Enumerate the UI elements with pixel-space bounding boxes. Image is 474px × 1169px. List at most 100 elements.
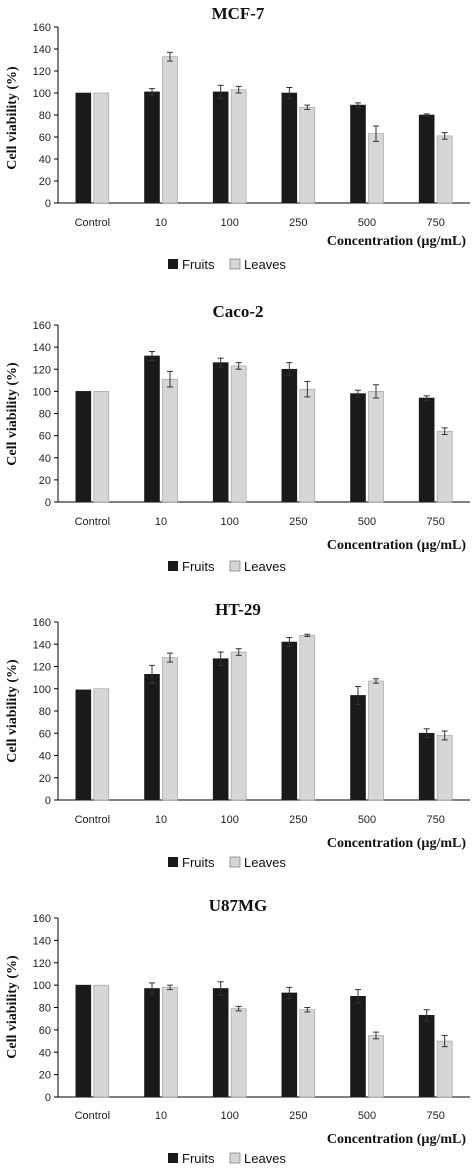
legend-label-leaves: Leaves: [244, 559, 286, 574]
bar-leaves: [93, 391, 110, 503]
y-tick-label: 80: [39, 409, 51, 421]
y-tick-label: 0: [45, 795, 51, 807]
y-tick-label: 160: [33, 320, 51, 332]
y-tick-label: 20: [39, 773, 51, 785]
bar-leaves: [368, 133, 384, 204]
bar-leaves: [436, 430, 453, 503]
x-tick-label: 250: [289, 516, 307, 528]
y-tick-label: 40: [39, 1047, 51, 1059]
y-tick-label: 100: [33, 386, 51, 398]
x-tick-label: Control: [75, 1110, 110, 1122]
bar-fruits: [418, 114, 435, 204]
x-tick-label: 750: [426, 814, 444, 826]
bar-fruits: [281, 368, 298, 503]
legend-swatch-leaves: [229, 560, 241, 572]
y-tick-label: 120: [33, 364, 51, 376]
legend-label-fruits: Fruits: [182, 1151, 215, 1166]
y-tick-label: 120: [33, 958, 51, 970]
x-tick-label: 10: [155, 1110, 167, 1122]
y-tick-label: 60: [39, 728, 51, 740]
bar-fruits: [350, 104, 366, 204]
legend-swatch-fruits: [168, 857, 178, 867]
bar-leaves: [368, 391, 384, 503]
y-axis-label: Cell viability (%): [5, 955, 20, 1059]
bar-fruits: [350, 393, 366, 503]
bar-fruits: [144, 355, 160, 503]
y-tick-label: 140: [33, 639, 51, 651]
x-tick-label: Control: [75, 217, 110, 229]
legend-swatch-leaves: [229, 856, 241, 868]
x-tick-label: 100: [220, 1110, 238, 1122]
x-tick-label: 10: [155, 814, 167, 826]
y-tick-label: 20: [39, 475, 51, 487]
y-tick-label: 160: [33, 617, 51, 629]
chart-title: U87MG: [209, 896, 268, 915]
bar-leaves: [368, 680, 384, 801]
bar-leaves: [93, 688, 110, 801]
bar-leaves: [230, 1008, 247, 1098]
y-tick-label: 140: [33, 44, 51, 56]
bar-fruits: [418, 397, 435, 503]
legend-label-leaves: Leaves: [244, 1151, 286, 1166]
y-tick-label: 80: [39, 1003, 51, 1015]
legend-swatch-fruits: [168, 561, 178, 571]
bar-fruits: [212, 988, 229, 1098]
y-tick-label: 40: [39, 453, 51, 465]
bar-fruits: [144, 673, 160, 801]
bar-leaves: [299, 107, 316, 204]
x-tick-label: Control: [75, 516, 110, 528]
y-tick-label: 160: [33, 913, 51, 925]
legend-swatch-leaves: [229, 258, 241, 270]
y-tick-label: 60: [39, 132, 51, 144]
y-tick-label: 40: [39, 154, 51, 166]
bar-fruits: [350, 996, 366, 1098]
legend: Fruits Leaves: [168, 855, 286, 870]
bar-fruits: [212, 91, 229, 204]
bar-leaves: [436, 1040, 453, 1098]
bar-fruits: [281, 641, 298, 801]
y-tick-label: 100: [33, 88, 51, 100]
y-tick-label: 80: [39, 110, 51, 122]
bar-leaves: [230, 651, 247, 801]
bar-leaves: [299, 388, 316, 503]
x-tick-label: 10: [155, 516, 167, 528]
y-tick-label: 140: [33, 935, 51, 947]
x-tick-label: 500: [358, 1110, 376, 1122]
y-tick-label: 80: [39, 706, 51, 718]
bar-fruits: [144, 91, 160, 204]
legend-label-fruits: Fruits: [182, 559, 215, 574]
legend-label-fruits: Fruits: [182, 257, 215, 272]
bar-leaves: [368, 1035, 384, 1098]
bar-fruits: [75, 92, 92, 204]
legend-label-leaves: Leaves: [244, 855, 286, 870]
chart-panel: Caco-2 Cell viability (%) 0 20 40 60 80 100 120 1…: [5, 302, 470, 574]
x-axis-label: Concentration (µg/mL): [327, 234, 466, 249]
bar-leaves: [162, 657, 178, 801]
x-tick-label: 500: [358, 814, 376, 826]
x-axis-label: Concentration (µg/mL): [327, 538, 466, 553]
x-tick-label: 100: [220, 217, 238, 229]
bar-fruits: [75, 391, 92, 503]
bar-fruits: [350, 695, 366, 801]
x-tick-label: 750: [426, 1110, 444, 1122]
y-tick-label: 0: [45, 1092, 51, 1104]
x-tick-label: 100: [220, 814, 238, 826]
y-axis-label: Cell viability (%): [5, 362, 20, 466]
y-tick-label: 160: [33, 22, 51, 34]
bar-leaves: [230, 89, 247, 204]
y-tick-label: 60: [39, 1025, 51, 1037]
x-axis-label: Concentration (µg/mL): [327, 836, 466, 851]
y-tick-label: 100: [33, 980, 51, 992]
x-tick-label: 500: [358, 516, 376, 528]
bar-leaves: [299, 1009, 316, 1098]
bar-fruits: [281, 992, 298, 1098]
bar-fruits: [281, 92, 298, 204]
bar-fruits: [418, 732, 435, 801]
y-tick-label: 0: [45, 198, 51, 210]
legend-swatch-fruits: [168, 1153, 178, 1163]
legend-label-fruits: Fruits: [182, 855, 215, 870]
y-tick-label: 40: [39, 751, 51, 763]
chart-panel: HT-29 Cell viability (%) 0 20 40 60 80 100 120 14…: [5, 600, 470, 870]
